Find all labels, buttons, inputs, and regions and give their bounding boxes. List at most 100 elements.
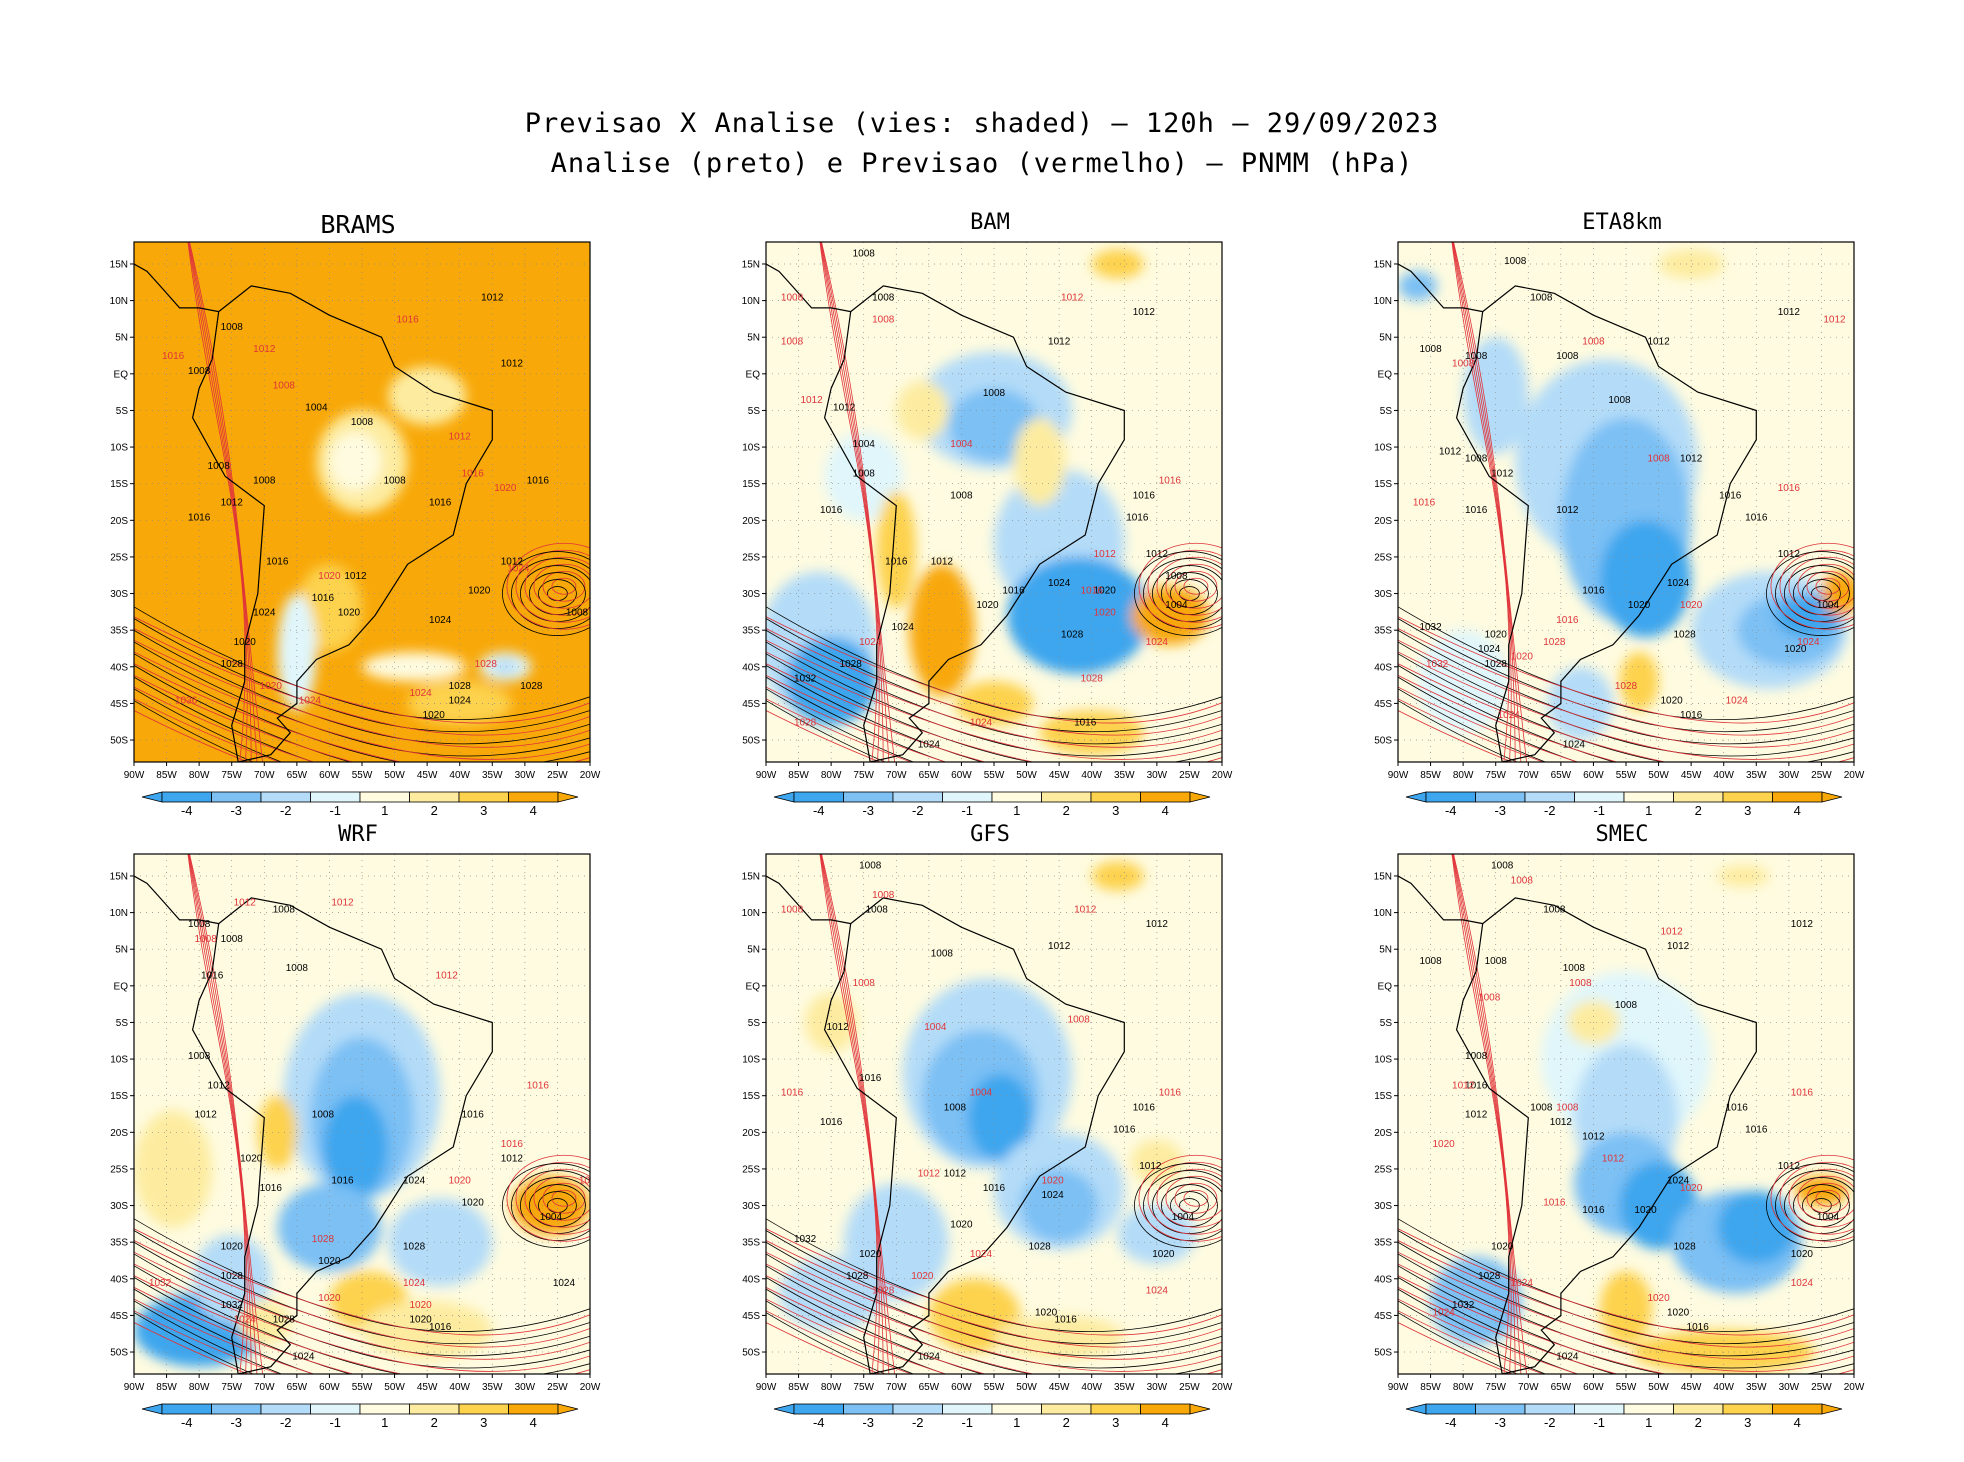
lon-label: 25W [1811, 770, 1832, 781]
colorbar-swatch [1524, 1403, 1575, 1415]
lon-label: 70W [254, 770, 275, 781]
colorbar: -4 -3 -2 -1 1 2 3 4 [141, 1403, 579, 1430]
analysis-isobar-label: 1016 [1465, 505, 1488, 516]
analysis-isobar-label: 1008 [1543, 905, 1566, 916]
lat-label: 30S [1374, 589, 1392, 600]
analysis-isobar-label: 1016 [1133, 1102, 1156, 1113]
lat-label: 10S [110, 1055, 128, 1066]
lat-label: 15S [1374, 479, 1392, 490]
analysis-isobar-label: 1020 [318, 1256, 341, 1267]
bias-blob [1013, 417, 1066, 506]
forecast-isobar-labels: 1012100810081016101610081016102010241028… [1413, 315, 1846, 721]
lon-label: 75W [1485, 770, 1506, 781]
colorbar-label: -2 [280, 803, 292, 818]
colorbar-label: 3 [1112, 1415, 1119, 1430]
forecast-isobar-label: 1012 [1823, 315, 1846, 326]
lon-label: 50W [384, 1382, 405, 1393]
lon-label: 50W [1016, 770, 1037, 781]
bias-blob [362, 652, 467, 682]
analysis-isobar-label: 1020 [1660, 695, 1683, 706]
bias-blob [1130, 1139, 1183, 1184]
lat-label: 5S [748, 1018, 761, 1029]
analysis-isobar-label: 1016 [1055, 1315, 1078, 1326]
colorbar-label: 2 [431, 803, 438, 818]
forecast-isobar-label: 1016 [1413, 498, 1436, 509]
colorbar-swatch [1623, 1403, 1674, 1415]
analysis-isobar-label: 1012 [1582, 1132, 1605, 1143]
lon-label: 25W [547, 1382, 568, 1393]
forecast-isobar-label: 1028 [1543, 637, 1566, 648]
colorbar-label: -2 [1544, 1415, 1556, 1430]
central-america-coastline [1398, 263, 1483, 313]
analysis-isobar-label: 1008 [312, 1110, 335, 1121]
panel-smec: SMEC 1008 1008 1012 1012 1008 1008 1008 1008 100… [1372, 822, 1872, 1436]
lon-label: 70W [254, 1382, 275, 1393]
bias-blob [407, 681, 512, 726]
lat-label: 50S [742, 736, 760, 747]
forecast-isobar-label: 1020 [260, 681, 283, 692]
lat-label: 5S [116, 1018, 129, 1029]
colorbar: -4 -3 -2 -1 1 2 3 4 [1405, 791, 1843, 818]
isobars [134, 854, 590, 1374]
colorbar-label: -1 [1593, 803, 1605, 818]
lat-label: 20S [110, 1128, 128, 1139]
lon-label: 90W [124, 770, 145, 781]
forecast-isobar-label: 1016 [1159, 476, 1182, 487]
forecast-isobar-label: 1012 [1602, 1154, 1625, 1165]
lon-label: 20W [580, 770, 601, 781]
forecast-isobar-label: 1024 [299, 695, 322, 706]
lat-label: 45S [742, 1311, 760, 1322]
analysis-isobar-label: 1008 [1504, 256, 1527, 267]
lat-label: 30S [110, 589, 128, 600]
forecast-isobar-label: 1008 [853, 978, 876, 989]
isobars [766, 242, 1222, 762]
analysis-isobar-label: 1024 [1667, 1176, 1690, 1187]
central-america-coastline [1398, 875, 1483, 925]
analysis-isobar-labels: 1008 1008 1012 1012 1008 1012 1004 1008 1008 1016… [794, 249, 1188, 751]
colorbar-label: 1 [381, 1415, 388, 1430]
forecast-isobar-label: 1020 [494, 483, 517, 494]
colorbar-label: 1 [1645, 803, 1652, 818]
lon-label: 40W [1713, 1382, 1734, 1393]
forecast-isobar-label: 1028 [872, 1285, 895, 1296]
colorbar-swatch [1425, 791, 1476, 803]
analysis-isobar-label: 1008 [1530, 293, 1553, 304]
analysis-isobar-label: 1016 [1680, 710, 1703, 721]
colorbar-swatch [1574, 791, 1625, 803]
lat-label: 5S [116, 406, 129, 417]
lat-label: 30S [110, 1201, 128, 1212]
lat-label: 20S [1374, 1128, 1392, 1139]
colorbar-swatch [409, 791, 460, 803]
lon-label: 60W [1583, 1382, 1604, 1393]
colorbar-label: 2 [1063, 1415, 1070, 1430]
bias-blob [967, 1073, 1034, 1162]
forecast-isobar-label: 1020 [1680, 600, 1703, 611]
forecast-isobar-label: 1012 [253, 344, 276, 355]
forecast-isobar-label: 1012 [234, 897, 257, 908]
analysis-isobar-label: 1008 [950, 490, 973, 501]
forecast-isobar-label: 1024 [1146, 637, 1169, 648]
analysis-isobar-label: 1020 [468, 586, 491, 597]
colorbar-swatch [161, 1403, 212, 1415]
south-america-coastline [1455, 897, 1757, 1374]
analysis-isobar-label: 1020 [1491, 1241, 1514, 1252]
lat-label: 25S [1374, 552, 1392, 563]
colorbar-swatch [1673, 791, 1724, 803]
colorbar-swatch [1623, 791, 1674, 803]
title-line-1: Previsao X Analise (vies: shaded) — 120h… [524, 108, 1440, 139]
lon-label: 85W [788, 1382, 809, 1393]
lon-label: 30W [1779, 770, 1800, 781]
panel-title: BRAMS [320, 210, 396, 239]
colorbar-swatch [793, 1403, 844, 1415]
bias-blob [1547, 666, 1613, 741]
lat-label: 5N [747, 333, 760, 344]
analysis-isobar-label: 1012 [501, 1154, 524, 1165]
analysis-isobar-label: 1016 [188, 512, 211, 523]
panel-title: BAM [970, 210, 1010, 235]
colorbar-label: -1 [329, 803, 341, 818]
colorbar-label: -4 [1445, 1415, 1457, 1430]
lat-label: 15S [1374, 1091, 1392, 1102]
lon-label: 40W [1081, 770, 1102, 781]
colorbar-swatch [1090, 791, 1141, 803]
